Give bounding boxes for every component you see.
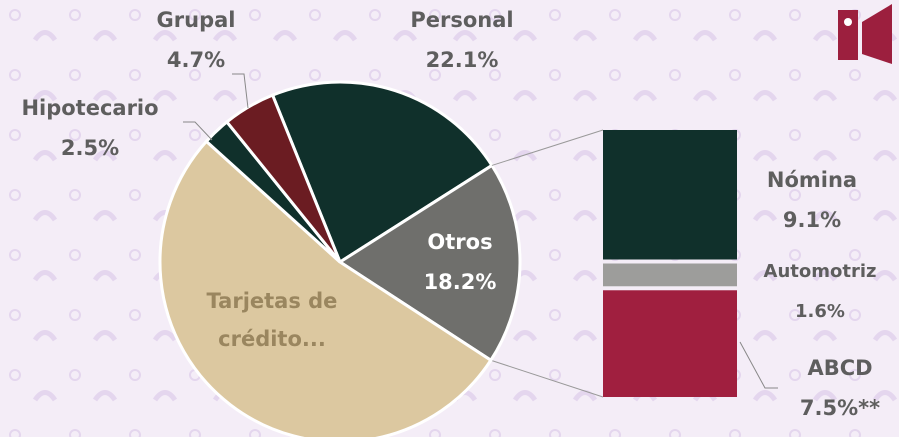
label-text: 1.6%	[795, 301, 845, 322]
data-label: Tarjetas de crédito...	[182, 282, 362, 358]
label-text: Nómina	[766, 168, 858, 192]
label-text: Hipotecario	[21, 96, 159, 120]
label-text: 22.1%	[425, 48, 499, 72]
logo-dot	[844, 18, 852, 26]
label-text: 9.1%	[782, 208, 842, 232]
pie-slice	[270, 80, 494, 265]
label-text: 2.5%	[60, 136, 120, 160]
connector	[490, 359, 604, 398]
label-text: Tarjetas de crédito...	[206, 289, 338, 351]
label-text: 18.2%	[423, 270, 497, 294]
bar-segment	[603, 263, 737, 287]
pie-slice	[337, 163, 522, 363]
data-label: Grupal 4.7%	[157, 0, 236, 80]
label-text: Automotriz	[763, 261, 877, 282]
data-label: Automotriz 1.6%	[764, 252, 877, 332]
bar-segment	[603, 290, 737, 397]
logo-icon	[838, 4, 892, 64]
label-text: Otros	[427, 230, 493, 254]
leader-line	[739, 341, 778, 389]
data-label: Hipotecario 2.5%	[21, 88, 158, 168]
label-text: 7.5%**	[799, 396, 881, 420]
data-label: Otros 18.2%	[424, 222, 497, 302]
label-text: ABCD	[807, 356, 873, 380]
label-text: Personal	[410, 8, 514, 32]
pie-slice	[224, 93, 342, 263]
label-text: Grupal	[156, 8, 236, 32]
label-text: 4.7%	[166, 48, 226, 72]
data-label: Personal 22.1%	[410, 0, 513, 80]
leader-line	[232, 73, 249, 109]
connector	[491, 129, 604, 166]
data-label: ABCD 7.5%**	[800, 348, 880, 428]
pie-slice	[158, 139, 493, 437]
bar-segment	[603, 130, 737, 260]
leader-line	[183, 121, 213, 141]
data-label: Nómina 9.1%	[767, 160, 857, 240]
